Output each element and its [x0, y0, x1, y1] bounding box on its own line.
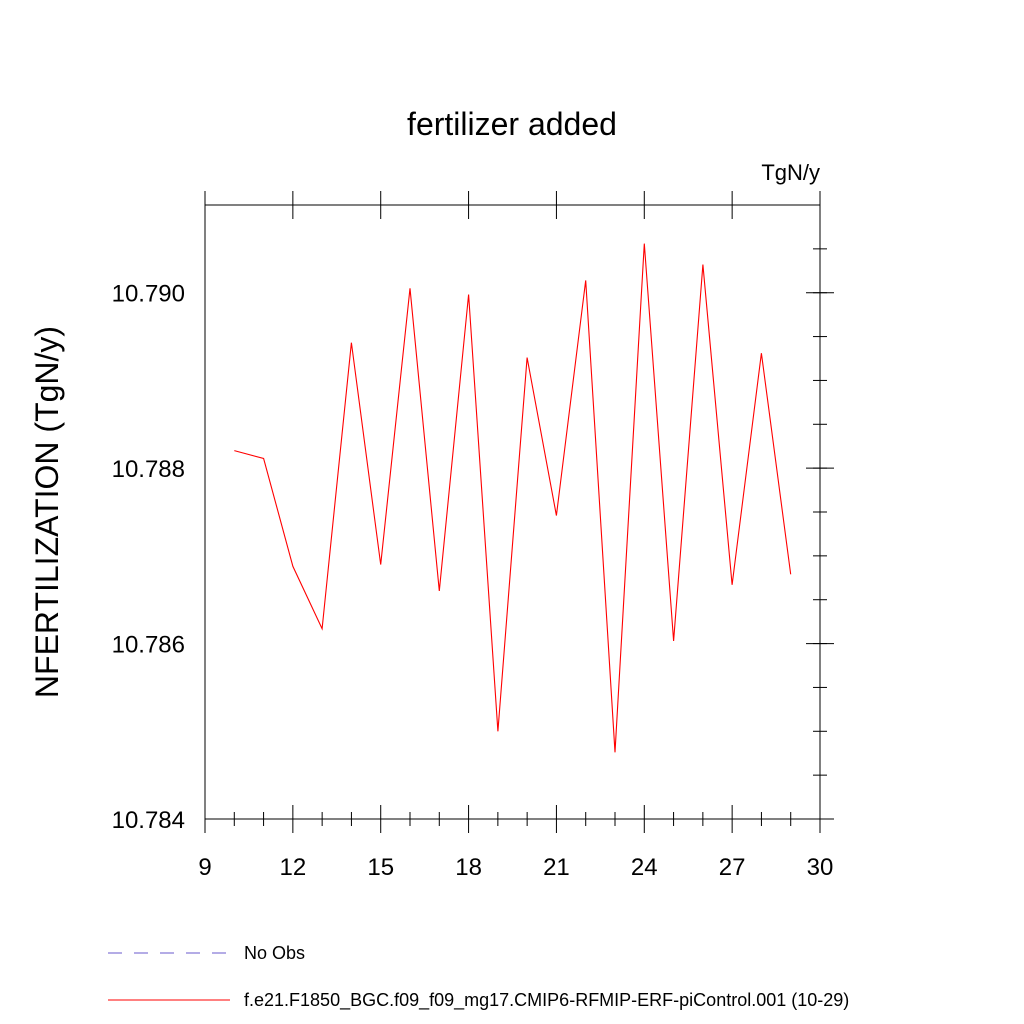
x-tick-label: 18: [455, 854, 482, 881]
x-tick-label: 24: [631, 854, 658, 881]
legend-label: f.e21.F1850_BGC.f09_f09_mg17.CMIP6-RFMIP…: [244, 990, 849, 1011]
x-tick-label: 27: [719, 854, 746, 881]
tick-marks: [204, 191, 834, 833]
tick-labels: 9 12 15 18 21 24 27 30 10.784 10.786 10.788 10.790: [112, 281, 834, 881]
units-label: TgN/y: [761, 160, 820, 185]
y-tick-label: 10.790: [112, 281, 185, 308]
y-tick-label: 10.786: [112, 632, 185, 659]
y-tick-label: 10.784: [112, 807, 185, 834]
legend-label: No Obs: [244, 943, 305, 963]
series-line: [234, 243, 792, 753]
legend: No Obs f.e21.F1850_BGC.f09_f09_mg17.CMIP6…: [108, 943, 849, 1011]
x-tick-label: 12: [280, 854, 307, 881]
plot-frame: [204, 204, 821, 820]
series-layer: [234, 243, 792, 753]
y-axis-label: NFERTILIZATION (TgN/y): [29, 326, 65, 698]
x-tick-label: 15: [367, 854, 394, 881]
x-tick-label: 30: [807, 854, 834, 881]
x-tick-label: 9: [198, 854, 211, 881]
x-tick-label: 21: [543, 854, 570, 881]
y-tick-label: 10.788: [112, 456, 185, 483]
chart-title: fertilizer added: [407, 106, 617, 142]
